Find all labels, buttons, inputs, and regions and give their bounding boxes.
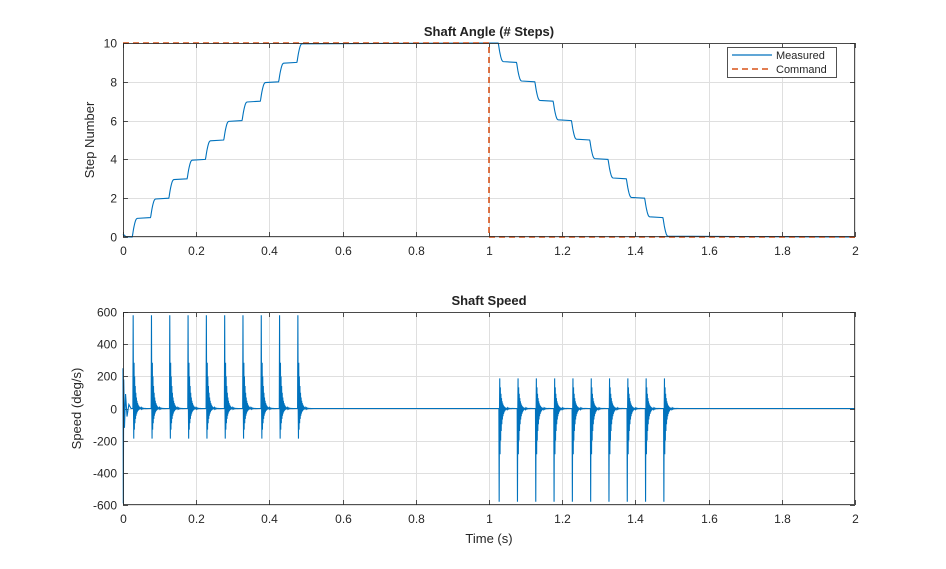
x-tick-label: 0.4 xyxy=(261,244,278,258)
x-axis-label: Time (s) xyxy=(465,531,512,546)
y-axis-label: Speed (deg/s) xyxy=(69,368,84,450)
y-tick-label: 10 xyxy=(104,37,118,51)
x-tick-label: 0.6 xyxy=(335,512,352,526)
x-tick-label: 1 xyxy=(486,244,493,258)
axes-box xyxy=(123,312,855,505)
x-tick-label: 1.8 xyxy=(774,244,791,258)
y-tick-label: 600 xyxy=(97,306,117,320)
series-line-command xyxy=(123,42,855,238)
x-tick-label: 1 xyxy=(486,512,493,526)
y-tick-label: 2 xyxy=(110,192,117,206)
x-tick-label: 0.6 xyxy=(335,244,352,258)
x-tick-label: 2 xyxy=(852,244,859,258)
tick-labels: 0 0.2 0.4 0.6 0.8 1 1.2 1.4 1.6 1.8 2 0 2 4 6 8 10 xyxy=(104,37,860,259)
y-axis-label: Step Number xyxy=(82,101,97,178)
x-tick-label: 2 xyxy=(852,512,859,526)
y-tick-label: -600 xyxy=(93,499,117,513)
x-tick-label: 1.2 xyxy=(554,244,571,258)
y-tick-label: 400 xyxy=(97,338,117,352)
legend-box xyxy=(727,47,837,78)
y-tick-label: 200 xyxy=(97,370,117,384)
legend-label-measured: Measured xyxy=(776,50,825,62)
x-tick-label: 1.2 xyxy=(554,512,571,526)
y-tick-label: 0 xyxy=(110,403,117,417)
chart-title: Shaft Speed xyxy=(451,293,526,308)
x-tick-label: 1.4 xyxy=(627,244,644,258)
x-tick-label: 1.4 xyxy=(627,512,644,526)
x-tick-label: 0.2 xyxy=(188,244,205,258)
legend-label-command: Command xyxy=(776,64,827,76)
y-tick-label: 0 xyxy=(110,231,117,245)
chart-title: Shaft Angle (# Steps) xyxy=(424,24,554,39)
y-tick-label: 6 xyxy=(110,115,117,129)
legend: Measured Command xyxy=(727,47,837,78)
shaft-angle-axes: 0 0.2 0.4 0.6 0.8 1 1.2 1.4 1.6 1.8 2 0 2 4 6 8 10 Shaft… xyxy=(82,24,859,258)
x-tick-label: 1.6 xyxy=(701,512,718,526)
y-tick-label: -200 xyxy=(93,435,117,449)
axes-box xyxy=(123,43,855,237)
x-tick-label: 1.8 xyxy=(774,512,791,526)
y-tick-label: 4 xyxy=(110,153,117,167)
x-tick-label: 1.6 xyxy=(701,244,718,258)
x-tick-label: 0.2 xyxy=(188,512,205,526)
x-tick-label: 0.8 xyxy=(408,244,425,258)
y-tick-label: -400 xyxy=(93,467,117,481)
series-line-measured xyxy=(122,315,855,504)
x-tick-label: 0.8 xyxy=(408,512,425,526)
shaft-speed-axes: 0 0.2 0.4 0.6 0.8 1 1.2 1.4 1.6 1.8 2 -600 -400 -200 0… xyxy=(69,293,859,546)
x-tick-label: 0 xyxy=(120,512,127,526)
x-tick-label: 0.4 xyxy=(261,512,278,526)
y-tick-label: 8 xyxy=(110,76,117,90)
x-tick-label: 0 xyxy=(120,244,127,258)
tick-labels: 0 0.2 0.4 0.6 0.8 1 1.2 1.4 1.6 1.8 2 -600 -400 -200 0… xyxy=(93,306,859,527)
series-lines xyxy=(122,315,855,504)
